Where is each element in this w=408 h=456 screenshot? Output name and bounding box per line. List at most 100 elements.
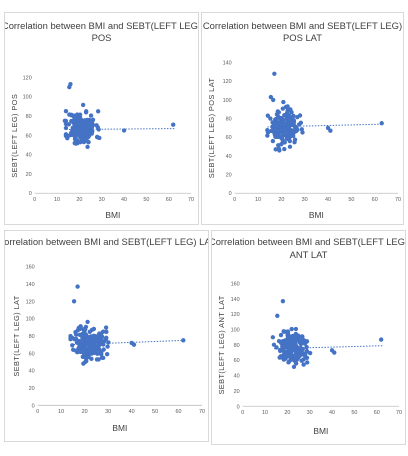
data-point (307, 350, 313, 356)
data-point (268, 116, 273, 121)
data-point (278, 142, 284, 147)
x-tick-label: 10 (255, 197, 261, 203)
chart-svg: Correlation between BMI and SEBT(LEFT LE… (5, 236, 208, 433)
x-tick-label: 60 (176, 409, 182, 415)
data-point (295, 356, 300, 362)
chart-pos-lat: Correlation between BMI and SEBT(LEFT LE… (201, 12, 404, 225)
data-point (72, 337, 77, 342)
data-point (171, 122, 176, 127)
chart-pos: Correlation between BMI and SEBT(LEFT LE… (4, 12, 199, 225)
data-point (131, 342, 137, 347)
x-tick-label: 30 (105, 409, 111, 415)
data-point (277, 148, 282, 153)
data-point (293, 361, 299, 366)
data-point (332, 350, 337, 355)
chart-title: Correlation between BMI and SEBT(LEFT LE… (5, 20, 198, 31)
x-tick-label: 50 (143, 197, 149, 203)
x-tick-label: 20 (82, 409, 88, 415)
y-tick-label: 20 (29, 386, 35, 392)
data-point (288, 346, 294, 351)
data-point (81, 361, 86, 366)
data-point (304, 344, 309, 350)
y-tick-label: 40 (26, 153, 32, 159)
data-point (68, 333, 73, 339)
x-tick-label: 50 (351, 410, 357, 416)
trendline (70, 339, 186, 346)
y-tick-label: 100 (231, 328, 240, 334)
x-tick-label: 40 (121, 197, 127, 203)
data-point (101, 347, 106, 352)
data-point (104, 329, 109, 335)
data-point (287, 144, 293, 149)
data-point (96, 357, 101, 362)
y-axis-label: SEBT(LEFT LEG) LAT (12, 295, 21, 376)
data-point (289, 352, 294, 357)
x-tick-label: 0 (33, 197, 36, 203)
data-point (266, 129, 271, 135)
data-point (293, 347, 298, 352)
data-point (70, 343, 75, 348)
data-point (80, 354, 85, 359)
data-point (67, 133, 73, 138)
data-point (299, 358, 304, 363)
data-point (271, 128, 277, 134)
data-point (286, 117, 291, 122)
data-point (300, 334, 305, 339)
data-point (285, 129, 291, 135)
chart-title: Correlation between BMI and SEBT(LEFT LE… (212, 236, 405, 247)
y-tick-label: 60 (226, 135, 232, 141)
data-point (270, 120, 275, 125)
y-tick-label: 20 (234, 389, 240, 395)
data-point (85, 144, 90, 150)
x-tick-label: 70 (396, 410, 402, 416)
data-point (99, 340, 105, 345)
data-point (86, 354, 91, 360)
x-tick-label: 40 (325, 197, 331, 203)
data-point (74, 340, 80, 345)
data-point (75, 284, 80, 289)
data-point (293, 326, 299, 332)
x-tick-label: 0 (36, 409, 39, 415)
x-tick-label: 70 (199, 409, 205, 415)
data-point (303, 351, 308, 356)
data-point (75, 115, 80, 120)
y-tick-label: 20 (26, 172, 32, 178)
x-tick-label: 50 (152, 409, 158, 415)
data-point (97, 135, 102, 141)
data-point (87, 329, 92, 335)
data-point (72, 124, 77, 130)
x-axis-label: BMI (309, 210, 324, 220)
data-point (83, 122, 88, 127)
y-tick-label: 100 (26, 317, 35, 323)
data-point (277, 348, 283, 354)
x-axis-label: BMI (313, 426, 328, 436)
chart-ant-lat: Correlation between BMI and SEBT(LEFT LE… (211, 230, 406, 445)
y-tick-label: 0 (237, 404, 240, 410)
y-tick-label: 80 (226, 117, 232, 123)
trendline (267, 123, 382, 128)
data-point (291, 364, 297, 370)
chart-lat: Correlation between BMI and SEBT(LEFT LE… (4, 230, 209, 442)
data-point (71, 113, 77, 118)
x-tick-label: 60 (166, 197, 172, 203)
x-tick-label: 10 (54, 197, 60, 203)
y-tick-label: 100 (223, 98, 232, 104)
data-point (289, 326, 294, 332)
data-point (84, 358, 89, 364)
data-point (80, 349, 85, 354)
y-tick-label: 140 (26, 282, 35, 288)
data-point (278, 354, 283, 359)
data-point (292, 137, 298, 142)
data-point (298, 345, 303, 351)
y-tick-label: 60 (26, 133, 32, 139)
y-tick-label: 0 (32, 403, 35, 409)
data-point (80, 118, 86, 124)
y-axis-label: SEBT(LEFT LEG) ANT LAT (217, 295, 226, 394)
data-point (84, 129, 89, 134)
data-point (280, 341, 285, 346)
x-tick-label: 10 (262, 410, 268, 416)
data-point (281, 99, 286, 105)
y-tick-label: 60 (234, 358, 240, 364)
data-point (305, 360, 310, 365)
data-point (295, 334, 300, 340)
